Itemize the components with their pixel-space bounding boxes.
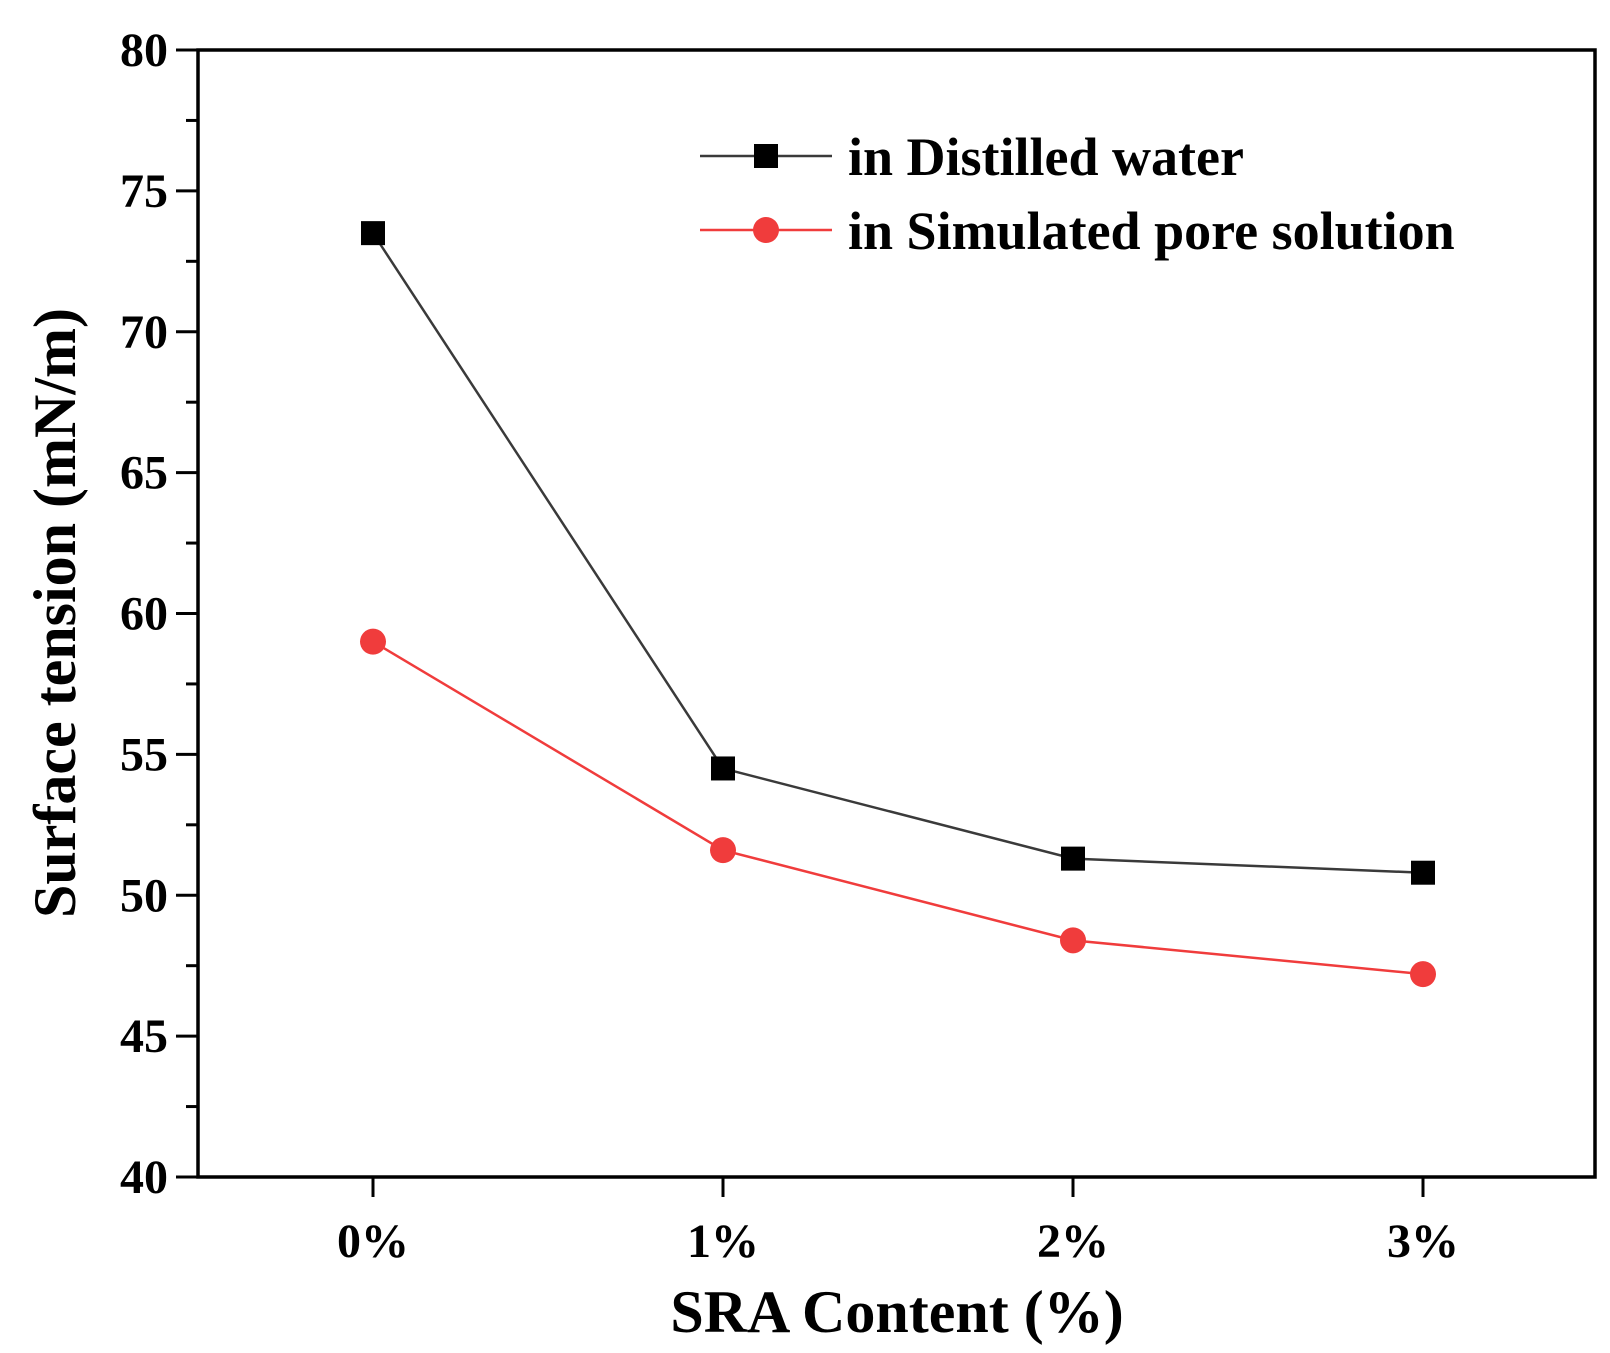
data-point-square: [1411, 860, 1435, 885]
series-line-0: [371, 232, 1424, 874]
legend-marker-square: [754, 144, 778, 168]
data-point-circle: [1410, 961, 1436, 988]
y-tick-label: 50: [120, 869, 168, 922]
y-axis-title: Surface tension (mN/m): [22, 308, 88, 918]
series-line-1: [372, 640, 1424, 976]
data-point-square: [711, 756, 735, 781]
legend-label-distilled-water: in Distilled water: [848, 127, 1244, 187]
data-point-square: [1061, 846, 1085, 871]
data-point-circle: [1060, 927, 1086, 954]
y-tick-label: 70: [120, 306, 168, 359]
x-axis-title: SRA Content (%): [670, 1279, 1123, 1345]
x-tick-label: 3%: [1387, 1215, 1459, 1268]
x-tick-label: 0%: [337, 1215, 409, 1268]
legend: in Distilled water in Simulated pore sol…: [700, 127, 1455, 261]
y-axis-ticks: 40 45 50 55 60 65 70 75 80: [120, 24, 198, 1204]
y-tick-label: 60: [120, 588, 168, 641]
data-point-square: [361, 221, 385, 246]
series-layer: [360, 221, 1436, 988]
y-tick-label: 55: [120, 728, 168, 781]
plot-area-frame: [196, 48, 1597, 1179]
x-axis-ticks: 0% 1% 2% 3%: [337, 1177, 1459, 1268]
data-point-circle: [360, 628, 386, 655]
x-tick-label: 2%: [1037, 1215, 1109, 1268]
data-point-circle: [710, 837, 736, 864]
y-tick-label: 80: [120, 24, 168, 77]
y-tick-label: 65: [120, 447, 168, 500]
y-tick-label: 75: [120, 165, 168, 218]
legend-marker-circle: [753, 217, 779, 243]
y-tick-label: 40: [120, 1151, 168, 1204]
x-tick-label: 1%: [687, 1215, 759, 1268]
legend-label-simulated-pore-solution: in Simulated pore solution: [848, 201, 1455, 261]
y-tick-label: 45: [120, 1010, 168, 1063]
